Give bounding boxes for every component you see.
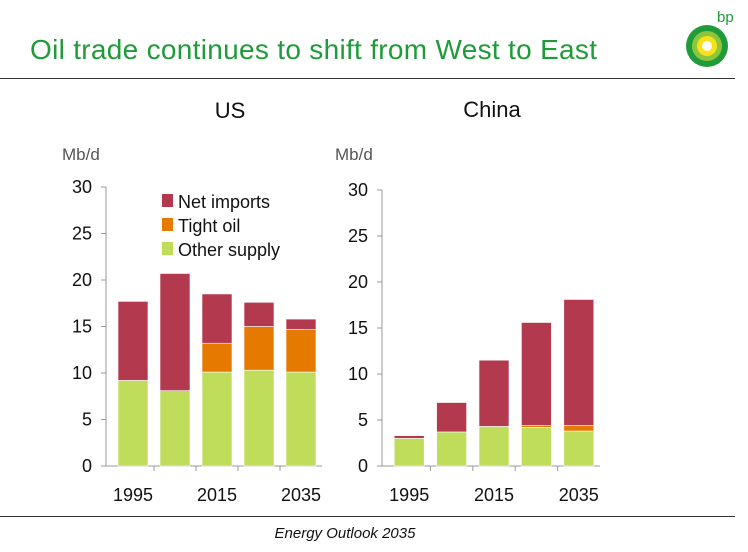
chart-0-bar-tight-oil	[201, 342, 233, 373]
bp-logo-text: bp	[717, 9, 734, 26]
chart-1-bar-other-supply	[393, 438, 425, 467]
legend-label: Net imports	[178, 192, 270, 212]
chart-0-y-tick-label: 10	[72, 363, 92, 383]
chart-1-y-tick-label: 25	[348, 226, 368, 246]
chart-1-y-tick-label: 5	[358, 410, 368, 430]
chart-1-bar-net-imports	[393, 435, 425, 439]
chart-0-x-tick-label: 2035	[281, 485, 321, 505]
bp-logo: bp	[686, 9, 734, 67]
chart-0-title: US	[215, 98, 246, 123]
chart-1-bar-tight-oil	[563, 425, 595, 432]
chart-1-y-tick-label: 10	[348, 364, 368, 384]
top-divider	[0, 78, 735, 79]
chart-0-bar-net-imports	[117, 301, 149, 381]
chart-1-y-tick-label: 0	[358, 456, 368, 476]
chart-0-bar-tight-oil	[285, 328, 317, 373]
chart-1-bar-net-imports	[436, 402, 467, 433]
chart-1-bar-net-imports	[521, 322, 552, 426]
chart-0-bar-other-supply	[243, 369, 275, 467]
chart-0-y-tick-label: 20	[72, 270, 92, 290]
legend-label: Tight oil	[178, 216, 240, 236]
chart-0-bar-net-imports	[159, 273, 191, 391]
chart-1-x-tick-label: 2035	[559, 485, 599, 505]
chart-1-bar-net-imports	[478, 359, 510, 427]
chart-0-bar-tight-oil	[243, 326, 275, 371]
chart-0-bar-net-imports	[243, 302, 275, 327]
chart-0-y-tick-label: 30	[72, 177, 92, 197]
chart-0-bar-other-supply	[117, 380, 149, 467]
legend-swatch	[162, 218, 173, 231]
legend-swatch	[162, 194, 173, 207]
chart-0-y-unit-label: Mb/d	[62, 145, 100, 164]
chart-0-bar-other-supply	[201, 371, 233, 467]
legend-label: Other supply	[178, 240, 280, 260]
chart-1-y-unit-label: Mb/d	[335, 145, 373, 164]
chart-0-bar-other-supply	[285, 371, 317, 467]
chart-1-y-tick-label: 15	[348, 318, 368, 338]
footer-text: Energy Outlook 2035	[274, 525, 416, 542]
chart-0-y-tick-label: 15	[72, 317, 92, 337]
chart-0-x-tick-label: 1995	[113, 485, 153, 505]
chart-1-title: China	[463, 97, 521, 122]
chart-0-y-tick-label: 25	[72, 224, 92, 244]
chart-1-x-tick-label: 1995	[389, 485, 429, 505]
chart-1-bar-net-imports	[563, 299, 595, 426]
chart-1-y-tick-label: 30	[348, 180, 368, 200]
chart-1-bar-other-supply	[436, 431, 467, 467]
chart-1-y-tick-label: 20	[348, 272, 368, 292]
chart-0-x-tick-label: 2015	[197, 485, 237, 505]
chart-0-bar-net-imports	[285, 318, 317, 330]
legend-swatch	[162, 242, 173, 255]
chart-0-bar-other-supply	[159, 390, 191, 467]
bottom-divider	[0, 516, 735, 517]
page-title: Oil trade continues to shift from West t…	[30, 34, 598, 65]
chart-0-bar-net-imports	[201, 293, 233, 344]
chart-0-y-tick-label: 5	[82, 410, 92, 430]
chart-1-bar-other-supply	[563, 430, 595, 467]
chart-1-bar-other-supply	[521, 427, 552, 467]
chart-1-bar-other-supply	[478, 426, 510, 467]
chart-1-x-tick-label: 2015	[474, 485, 514, 505]
chart-0-y-tick-label: 0	[82, 456, 92, 476]
